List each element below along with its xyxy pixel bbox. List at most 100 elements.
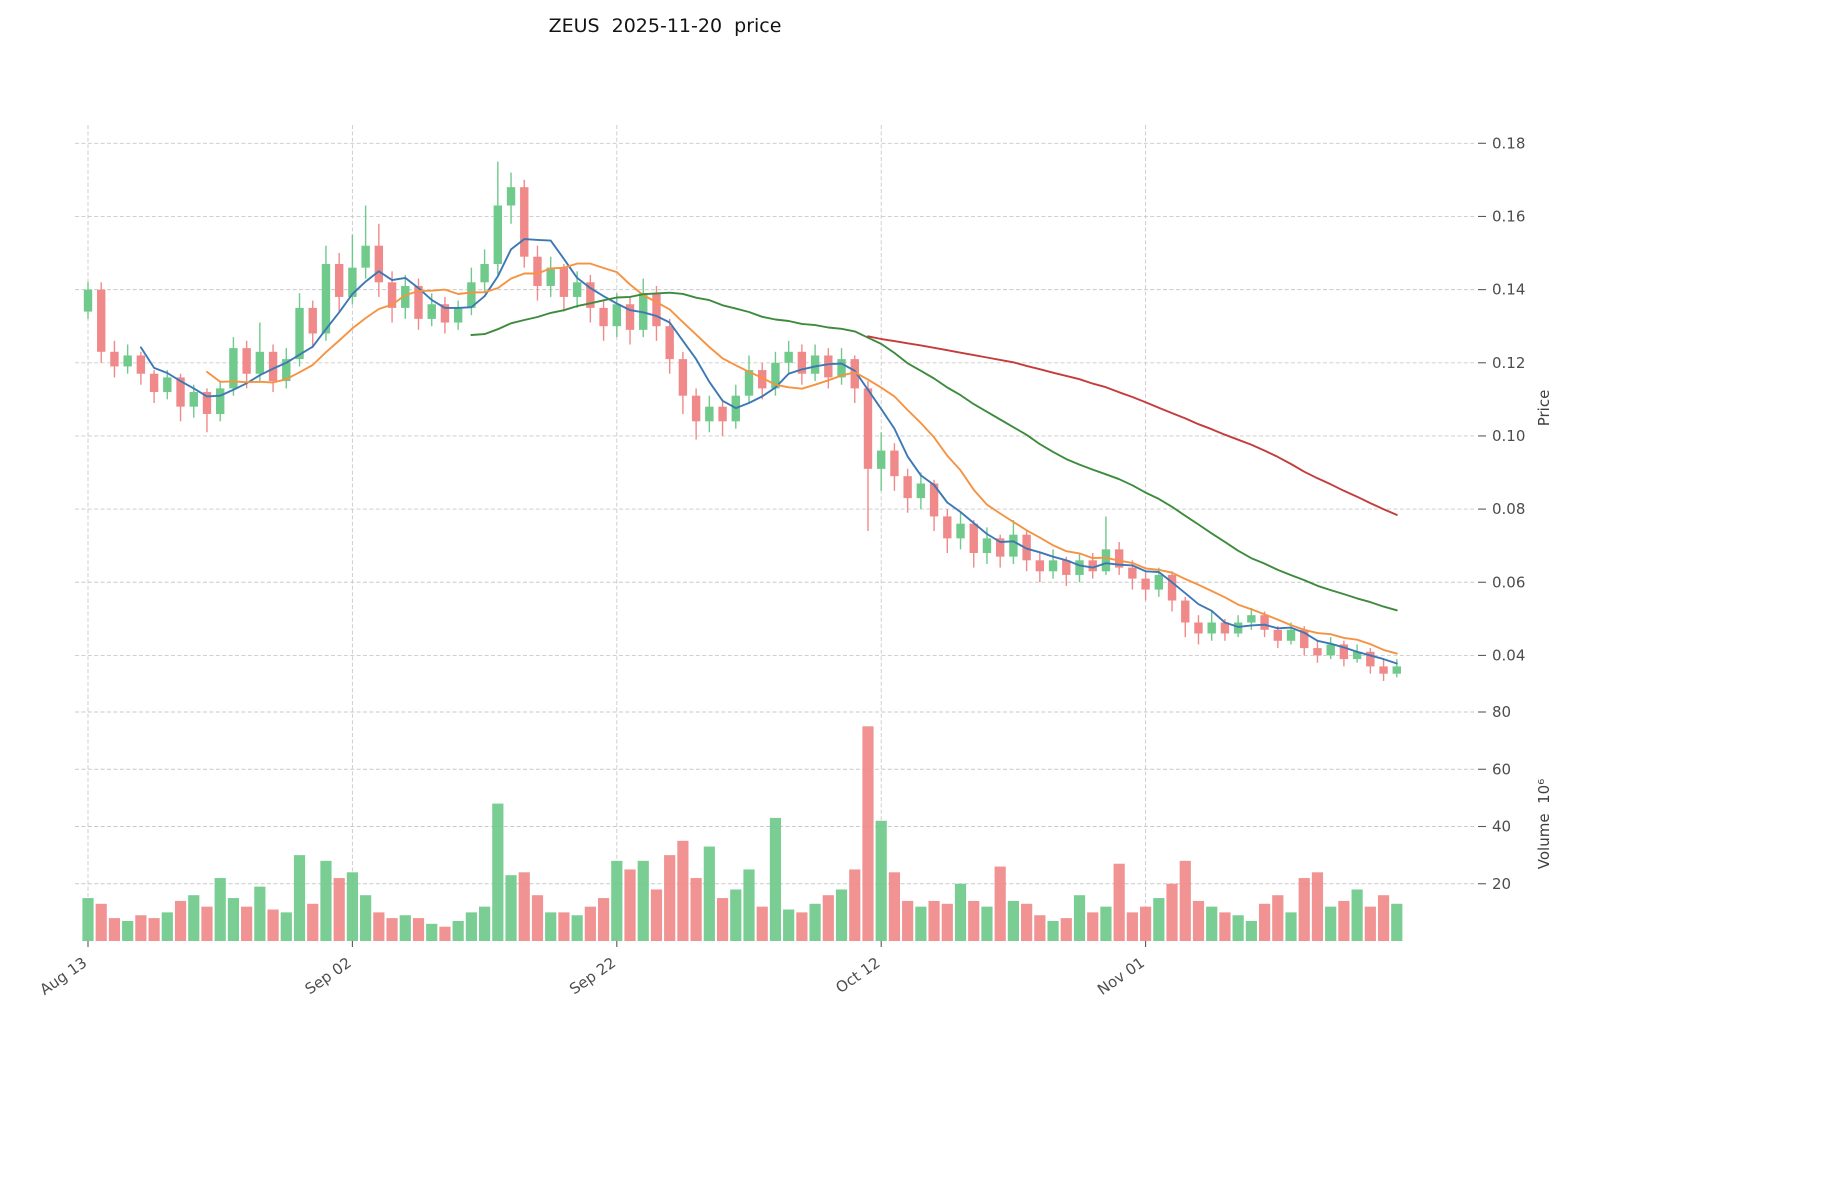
candle-body [943, 516, 952, 539]
volume-bar [82, 898, 94, 941]
candle-body [163, 377, 172, 393]
candle-body [1022, 534, 1031, 561]
candle-body [995, 538, 1005, 557]
volume-bar [267, 909, 279, 941]
candle-body [1154, 574, 1164, 590]
volume-bar [888, 872, 901, 941]
volume-bar [346, 872, 358, 941]
candle-body [123, 355, 132, 367]
candle-body [533, 256, 542, 286]
volume-axis-label: Volume 10⁶ [1535, 779, 1553, 869]
chart-title: ZEUS 2025-11-20 price [549, 15, 782, 37]
candle-body [916, 483, 926, 499]
volume-bar [730, 889, 742, 941]
candle-body [1233, 622, 1243, 634]
volume-bar [1245, 920, 1257, 941]
x-tick-label: Nov 01 [1094, 954, 1148, 999]
candle-body [1088, 560, 1097, 572]
candle-body [691, 395, 701, 422]
candle-body [586, 282, 595, 308]
candle-body [1194, 622, 1203, 634]
candle-body [546, 267, 555, 286]
candle-body [824, 355, 833, 378]
candle-body [1300, 629, 1309, 649]
x-tick-label: Aug 13 [36, 954, 90, 999]
volume-bar [518, 872, 530, 941]
volume-bar [849, 869, 861, 941]
candle-body [718, 406, 727, 422]
candle-body [308, 307, 317, 334]
volume-bar [928, 900, 940, 941]
volume-bar [875, 820, 887, 941]
volume-bar [148, 918, 160, 941]
candle-body [1114, 549, 1124, 568]
x-tick-label: Sep 22 [566, 954, 619, 999]
candle-body [850, 359, 859, 389]
volume-bar [941, 903, 953, 941]
volume-bar [399, 915, 411, 941]
candle-body [295, 307, 304, 360]
candle-body [929, 483, 939, 517]
price-tick-label: 0.06 [1492, 573, 1525, 591]
candle-body [268, 351, 278, 382]
volume-bar [822, 895, 834, 941]
price-axis-label: Price [1535, 390, 1553, 427]
volume-bar [531, 895, 544, 941]
candle-body [1273, 629, 1282, 641]
candle-body [189, 392, 198, 407]
volume-bar [1391, 903, 1403, 941]
volume-tick-label: 40 [1492, 818, 1511, 836]
volume-bar [254, 886, 266, 941]
candle-body [202, 392, 212, 414]
candle-body [110, 351, 119, 367]
volume-tick-label: 80 [1492, 703, 1511, 721]
ma30-line [470, 291, 1398, 612]
price-tick-label: 0.12 [1492, 354, 1525, 372]
volume-bar [1073, 895, 1086, 941]
candle-body [348, 267, 357, 297]
candle-body [1392, 666, 1401, 674]
candle-body [1141, 578, 1150, 590]
volume-bar [505, 875, 517, 941]
candle-body [784, 351, 793, 363]
volume-bar [835, 889, 848, 941]
ma60-line [867, 335, 1398, 516]
price-tick-label: 0.16 [1492, 207, 1525, 225]
volume-bar [1047, 920, 1059, 941]
volume-bar [174, 900, 187, 941]
candle-body [1048, 560, 1058, 572]
volume-bar [981, 906, 993, 941]
candle-body [559, 267, 569, 297]
candle-body [612, 304, 621, 327]
price-tick-label: 0.14 [1492, 281, 1525, 299]
volume-bar [968, 900, 980, 941]
candle-body [493, 205, 503, 265]
candle-body [1220, 622, 1230, 634]
volume-bar [1126, 912, 1138, 941]
candle-body [1035, 560, 1045, 572]
candle-body [863, 388, 873, 469]
volume-bar [241, 906, 253, 941]
volume-bar [809, 903, 821, 941]
volume-bar [1087, 912, 1099, 941]
moving-average-lines [139, 238, 1398, 665]
volume-bar [624, 869, 636, 941]
volume-bar [161, 912, 173, 941]
volume-bar [796, 912, 808, 941]
candle-body [982, 538, 992, 553]
candle-body [771, 362, 780, 389]
candle-body [149, 373, 159, 393]
x-tick-label: Sep 02 [302, 954, 355, 999]
volume-bar [756, 906, 768, 941]
price-axis-ticks: 0.18 0.16 0.14 0.12 0.10 0.08 0.06 0.04 [1478, 134, 1525, 664]
candle-body [401, 285, 410, 308]
candle-body [136, 355, 146, 374]
volume-bar [412, 918, 425, 941]
candle-body [97, 289, 106, 352]
volume-bar [360, 895, 372, 941]
volume-bar [373, 912, 385, 941]
candle-body [453, 307, 463, 323]
volume-bar [1232, 915, 1244, 941]
candle-body [1313, 648, 1322, 656]
volume-bar [1007, 900, 1019, 941]
